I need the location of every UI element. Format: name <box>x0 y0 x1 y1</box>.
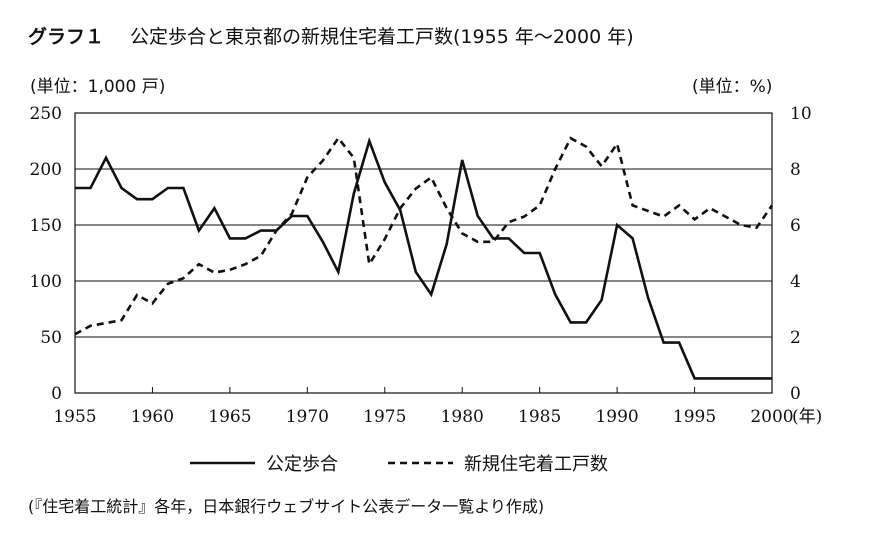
series-line-1 <box>75 136 772 380</box>
right-tick-label-10: 10 <box>790 104 812 124</box>
x-tick-label-1965: 1965 <box>208 407 251 427</box>
left-axis-unit: (単位：1,000 戸) <box>30 77 166 97</box>
x-tick-label-1985: 1985 <box>518 407 561 427</box>
right-tick-label-6: 6 <box>790 216 801 236</box>
x-tick-label-1970: 1970 <box>286 407 329 427</box>
chart-title-text: 公定歩合と東京都の新規住宅着工戸数(1955 年～2000 年) <box>130 26 634 48</box>
x-tick-label-1955: 1955 <box>53 407 96 427</box>
x-axis-ticks: 1955 1960 1965 1970 1975 1980 1985 1990 1995 2000… <box>53 387 822 427</box>
grid-lines <box>75 168 772 338</box>
x-tick-label-2000: 2000 <box>750 407 793 427</box>
right-axis-ticks: 0 2 4 6 8 10 <box>790 104 812 404</box>
x-tick-label-1960: 1960 <box>131 407 174 427</box>
chart-title-label: グラフ１ <box>28 26 105 48</box>
source-note: (『住宅着工統計』各年，日本銀行ウェブサイト公表データ一覧より作成) <box>28 497 545 516</box>
legend-label-2: 新規住宅着工戸数 <box>464 454 608 475</box>
left-tick-label-150: 150 <box>30 216 62 236</box>
x-tick-label-1995: 1995 <box>673 407 716 427</box>
x-tick-label-1975: 1975 <box>363 407 406 427</box>
left-tick-label-50: 50 <box>40 328 62 348</box>
right-tick-label-4: 4 <box>790 272 801 292</box>
left-tick-label-250: 250 <box>30 104 62 124</box>
series-lines <box>74 136 774 380</box>
left-tick-label-0: 0 <box>51 384 62 404</box>
plot-frame <box>74 112 773 394</box>
left-tick-label-200: 200 <box>30 160 62 180</box>
right-tick-label-8: 8 <box>790 160 801 180</box>
chart-title: グラフ１ 公定歩合と東京都の新規住宅着工戸数(1955 年～2000 年) <box>28 22 634 49</box>
legend: 公定歩合 新規住宅着工戸数 <box>190 454 608 475</box>
right-tick-label-0: 0 <box>790 384 801 404</box>
right-axis-unit: (単位：%) <box>692 77 773 97</box>
x-axis-unit: (年) <box>792 407 822 427</box>
x-tick-label-1980: 1980 <box>441 407 484 427</box>
right-tick-label-2: 2 <box>790 328 801 348</box>
x-tick-label-1990: 1990 <box>595 407 638 427</box>
left-tick-label-100: 100 <box>30 272 62 292</box>
left-axis-ticks: 0 50 100 150 200 250 <box>30 104 62 404</box>
legend-label-1: 公定歩合 <box>266 454 338 475</box>
series-line-2 <box>74 136 774 336</box>
